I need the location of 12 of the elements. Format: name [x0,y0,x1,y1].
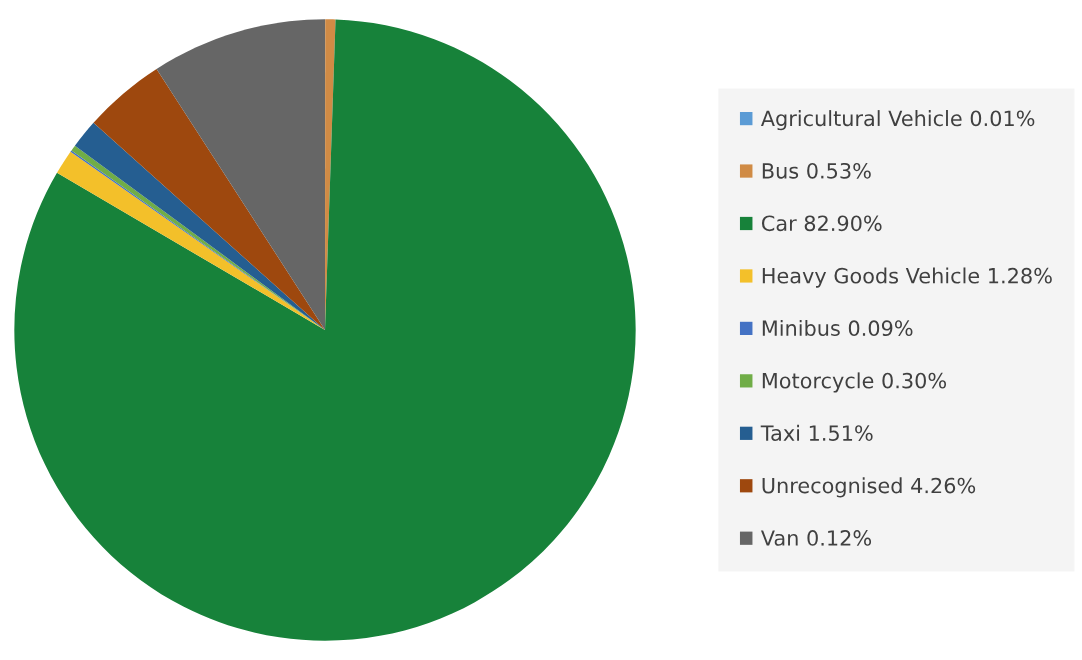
pie-slice [14,19,636,641]
legend-label: Van 0.12% [760,530,872,546]
legend-label: Bus 0.53% [762,162,871,179]
pie-slice [93,68,325,330]
legend-label: Minibus 0.09% [762,319,913,337]
pie-slice [156,19,325,330]
legend-label: Taxi 1.51% [760,424,873,441]
legend-label: Heavy Goods Vehicle 1.28% [762,267,1052,288]
legend-label: Agricultural Vehicle 0.01% [760,110,1035,131]
legend-label: Motorcycle 0.30% [762,372,947,393]
legend-label: Car 82.90% [761,215,882,232]
legend-label: Unrecognised 4.26% [762,477,976,498]
